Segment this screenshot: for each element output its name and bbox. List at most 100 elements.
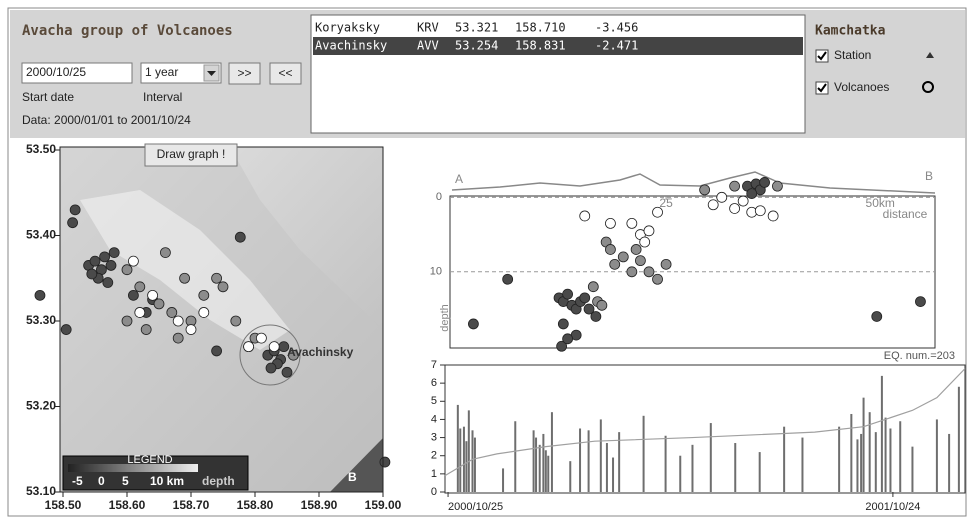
magnitude-bar (502, 468, 504, 492)
next-label: >> (237, 66, 251, 80)
magnitude-bar (936, 419, 938, 492)
list-cell: 158.831 (515, 39, 566, 53)
magnitude-bar (612, 458, 614, 492)
earthquake (180, 273, 190, 283)
volcano-label: Volcanoes (834, 80, 889, 94)
magnitude-bar (911, 447, 913, 492)
earthquake (167, 307, 177, 317)
legend-label: -5 (72, 474, 83, 488)
x-tick-label: 2001/10/24 (865, 501, 920, 513)
list-cell: 53.254 (455, 39, 498, 53)
magnitude-bar (457, 405, 459, 492)
y-tick-label: 53.50 (26, 142, 56, 156)
y-tick-label: 7 (431, 359, 437, 371)
x-tick-label: 158.60 (109, 498, 146, 512)
y-tick-label: 53.10 (26, 484, 56, 498)
volcano-name: Avachinsky (287, 345, 354, 359)
earthquake (186, 325, 196, 335)
data-range: Data: 2000/01/01 to 2001/10/24 (22, 113, 191, 127)
earthquake (282, 367, 292, 377)
earthquake (199, 290, 209, 300)
magnitude-bar (838, 427, 840, 492)
y-tick-label: 5 (431, 395, 437, 407)
list-cell: KRV (417, 21, 439, 35)
date-value: 2000/10/25 (26, 65, 86, 79)
magnitude-bar (875, 432, 877, 492)
x-tick-label: 158.90 (301, 498, 338, 512)
magnitude-bar (618, 432, 620, 492)
magnitude-bar (710, 423, 712, 492)
magnitude-bar (579, 429, 581, 493)
x-tick-label: 159.00 (365, 498, 402, 512)
hypocenter (605, 218, 615, 228)
magnitude-bar (801, 438, 803, 492)
magnitude-bar (691, 445, 693, 492)
magnitude-bar (850, 414, 852, 492)
hypocenter (558, 319, 568, 329)
magnitude-bar (860, 434, 862, 492)
list-cell: Koryaksky (315, 21, 380, 35)
y-tick-label: 2 (431, 450, 437, 462)
x-tick-label: 158.50 (45, 498, 82, 512)
hypocenter (730, 181, 740, 191)
section-label: B (348, 470, 357, 484)
magnitude-bar (606, 443, 608, 492)
magnitude-bar (759, 452, 761, 492)
hypocenter (747, 189, 757, 199)
y-tick-label: 1 (431, 468, 437, 480)
earthquake (160, 248, 170, 258)
hypocenter (635, 256, 645, 266)
magnitude-bar (471, 430, 473, 492)
earthquake (61, 325, 71, 335)
x-tick-label: 158.70 (173, 498, 210, 512)
x-tick-label: 158.80 (237, 498, 274, 512)
x-tick-label: 2000/10/25 (448, 501, 503, 513)
list-cell: Avachinsky (315, 39, 387, 53)
earthquake (244, 342, 254, 352)
x-tick-label: 50km (866, 196, 895, 210)
y-tick-label: 10 (430, 266, 442, 278)
hypocenter (588, 282, 598, 292)
earthquake (68, 218, 78, 228)
y-tick-label: 0 (436, 191, 442, 203)
start-date-label: Start date (22, 90, 74, 104)
y-tick-label: 53.40 (26, 228, 56, 242)
list-cell: 158.710 (515, 21, 566, 35)
earthquake (70, 205, 80, 215)
magnitude-bar (600, 419, 602, 492)
magnitude-bar (783, 427, 785, 492)
hypocenter (768, 211, 778, 221)
earthquake (256, 333, 266, 343)
hypocenter (872, 311, 882, 321)
earthquake (135, 282, 145, 292)
station-label: Station (834, 48, 871, 62)
section-start: A (455, 172, 463, 186)
hypocenter (915, 297, 925, 307)
magnitude-bar (643, 416, 645, 492)
earthquake (128, 290, 138, 300)
hypocenter (730, 203, 740, 213)
hypocenter (661, 259, 671, 269)
earthquake (128, 256, 138, 266)
app-title: Avacha group of Volcanoes (22, 23, 233, 39)
hypocenter (563, 334, 573, 344)
y-axis-label: depth (439, 304, 451, 332)
earthquake (212, 346, 222, 356)
magnitude-bar (539, 445, 541, 492)
hypocenter (717, 192, 727, 202)
hypocenter (772, 181, 782, 191)
hypocenter (627, 267, 637, 277)
earthquake (109, 248, 119, 258)
hypocenter (700, 185, 710, 195)
magnitude-bar (542, 434, 544, 492)
interval-value: 1 year (145, 65, 178, 79)
legend-label: 10 km (150, 474, 184, 488)
earthquake (122, 316, 132, 326)
earthquake (148, 290, 158, 300)
magnitude-bar (463, 427, 465, 492)
earthquake (266, 363, 276, 373)
earthquake (380, 457, 390, 467)
earthquake (122, 265, 132, 275)
layers-title: Kamchatka (815, 24, 886, 39)
magnitude-bar (863, 398, 865, 492)
